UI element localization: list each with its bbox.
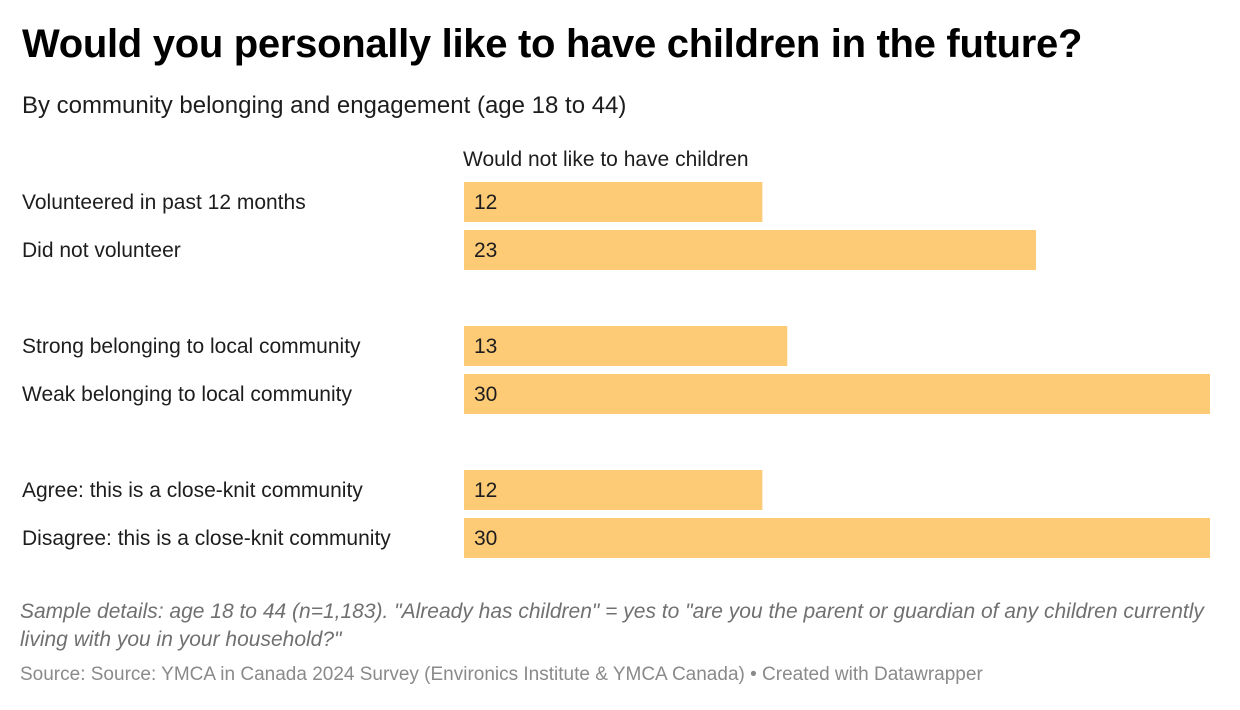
bar	[464, 374, 1210, 414]
category-label: Disagree: this is a close-knit community	[22, 527, 391, 550]
bar-value-label: 30	[474, 383, 497, 406]
category-label: Strong belonging to local community	[22, 335, 361, 358]
bar	[464, 326, 788, 366]
bar	[464, 182, 763, 222]
chart-subtitle: By community belonging and engagement (a…	[22, 92, 627, 119]
bar	[464, 518, 1210, 558]
bar-value-label: 30	[474, 527, 497, 550]
chart-title: Would you personally like to have childr…	[22, 22, 1083, 66]
bar	[464, 470, 763, 510]
chart-notes: Sample details: age 18 to 44 (n=1,183). …	[20, 600, 1204, 651]
bar-chart: Would not like to have children Voluntee…	[22, 148, 1210, 558]
category-label: Did not volunteer	[22, 239, 181, 262]
bar-value-label: 23	[474, 239, 497, 262]
category-label: Volunteered in past 12 months	[22, 191, 306, 214]
bar-rows: Volunteered in past 12 months 12 Did not v…	[22, 182, 1210, 558]
chart-source: Source: Source: YMCA in Canada 2024 Surv…	[20, 664, 983, 685]
bar-value-label: 12	[474, 191, 497, 214]
column-header: Would not like to have children	[463, 148, 749, 171]
category-label: Weak belonging to local community	[22, 383, 352, 406]
bar	[464, 230, 1036, 270]
category-label: Agree: this is a close-knit community	[22, 479, 363, 502]
bar-value-label: 13	[474, 335, 497, 358]
bar-value-label: 12	[474, 479, 497, 502]
